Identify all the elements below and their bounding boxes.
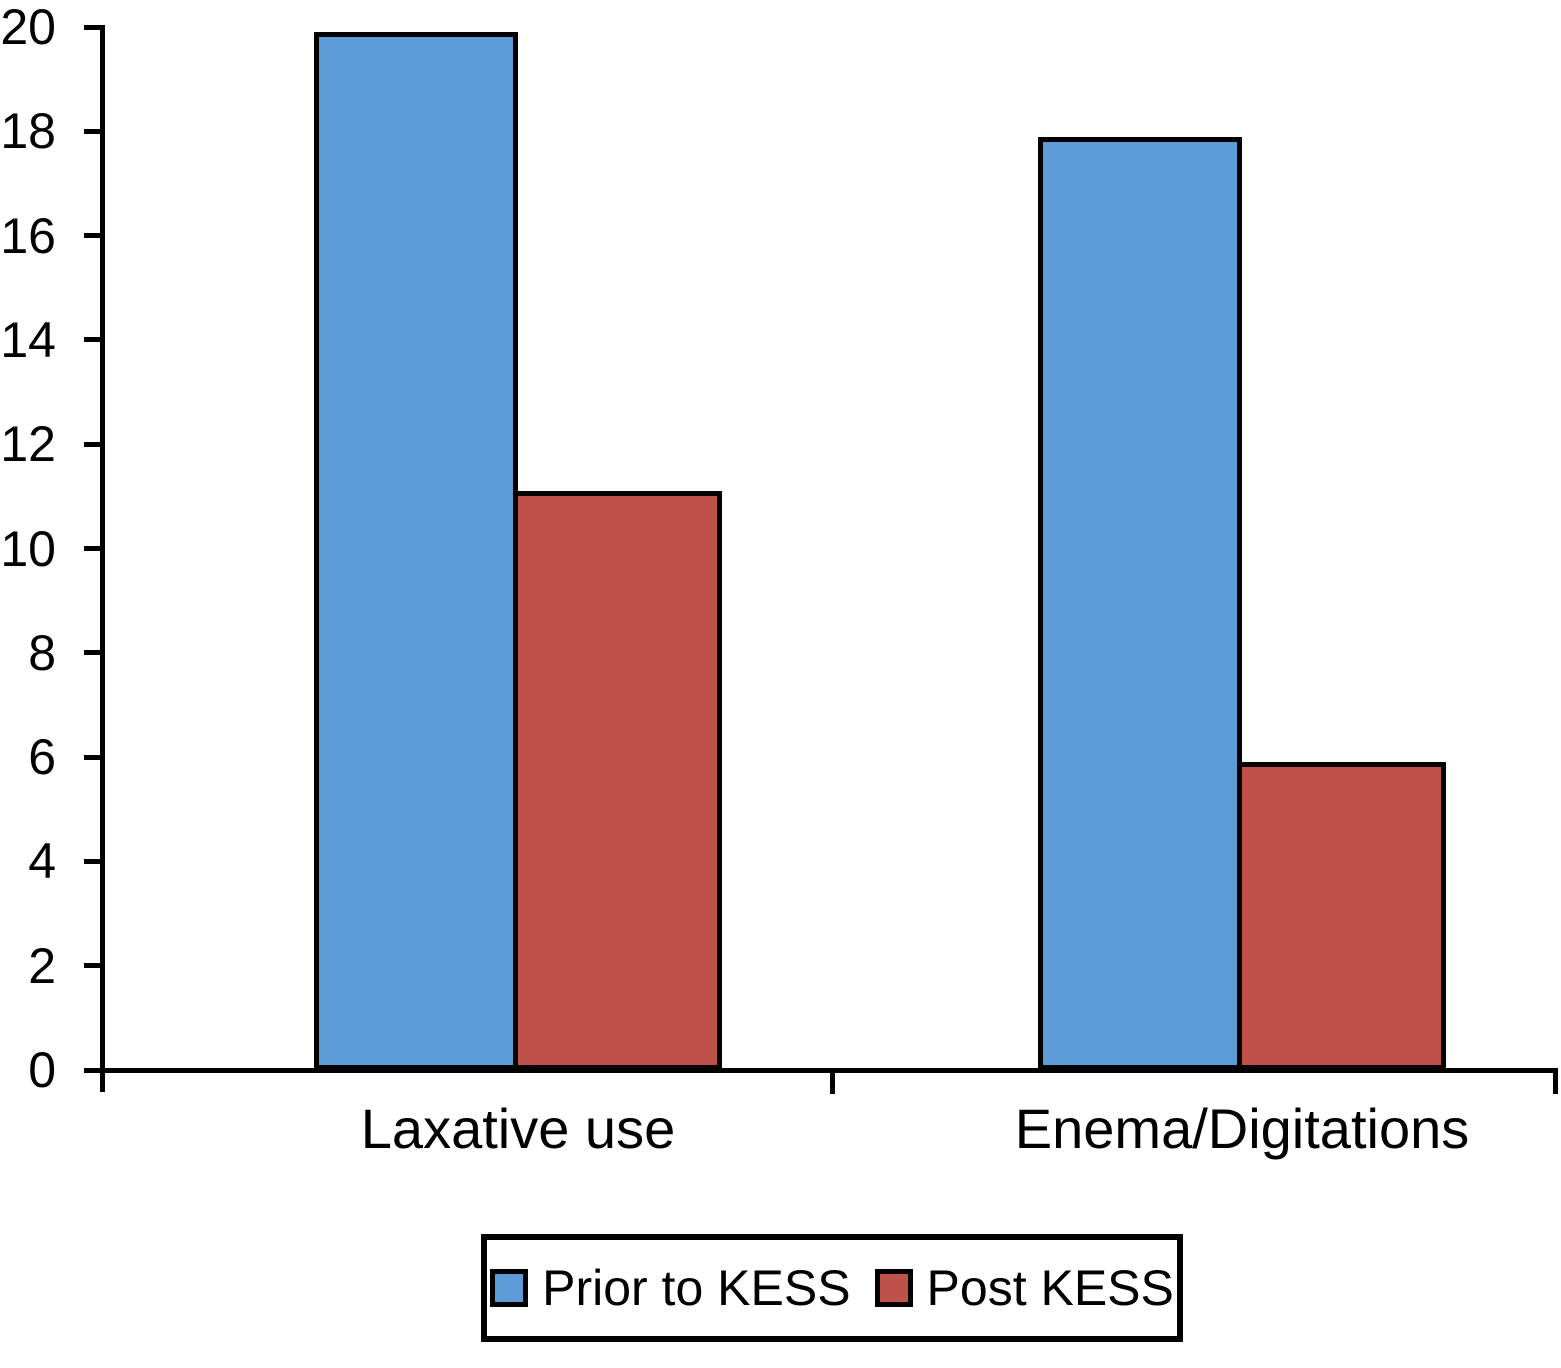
y-axis-tick-label: 0	[28, 1042, 56, 1098]
legend-swatch-prior-to-kess	[490, 1269, 529, 1307]
y-axis-tick	[84, 1067, 103, 1073]
y-axis-tick-label: 20	[0, 0, 56, 55]
y-axis-tick	[84, 546, 103, 551]
category-label-laxative-use: Laxative use	[360, 1097, 676, 1160]
y-axis-tick-label: 2	[28, 937, 56, 994]
bar-post-kess-laxative-use	[513, 491, 722, 1070]
y-axis-line	[100, 25, 105, 1092]
y-axis-tick-label: 18	[0, 103, 56, 160]
category-label-enema-digitations: Enema/Digitations	[1014, 1097, 1470, 1160]
y-axis-tick	[84, 963, 103, 969]
y-axis-tick-label: 10	[0, 520, 56, 577]
bar-prior-to-kess-enema-digitations	[1038, 137, 1242, 1070]
y-axis-tick	[84, 858, 103, 864]
y-axis-tick	[84, 650, 103, 656]
legend-item-prior-to-kess: Prior to KESS	[490, 1260, 851, 1316]
legend-item-post-kess: Post KESS	[874, 1260, 1174, 1316]
y-axis-tick-label: 8	[28, 624, 56, 681]
y-axis-tick-label: 16	[0, 207, 56, 264]
y-axis-tick-label: 6	[28, 729, 56, 786]
y-axis-tick-label: 14	[0, 311, 56, 368]
x-axis-line	[100, 1068, 1558, 1073]
y-axis-tick	[84, 233, 103, 239]
bar-post-kess-enema-digitations	[1237, 762, 1446, 1070]
y-axis-tick	[84, 441, 103, 447]
y-axis-tick	[84, 754, 103, 760]
legend-swatch-post-kess	[874, 1269, 913, 1307]
x-axis-tick	[1553, 1068, 1558, 1094]
bar-prior-to-kess-laxative-use	[314, 32, 518, 1070]
legend: Prior to KESS Post KESS	[481, 1234, 1183, 1342]
legend-label-prior-to-kess: Prior to KESS	[542, 1260, 851, 1316]
y-axis-tick	[84, 337, 103, 343]
y-axis-tick	[84, 128, 103, 134]
y-axis-tick-label: 12	[0, 416, 56, 473]
legend-label-post-kess: Post KESS	[926, 1260, 1174, 1316]
x-axis-tick	[830, 1068, 835, 1094]
y-axis-tick-label: 4	[28, 833, 56, 890]
y-axis-tick	[84, 24, 103, 30]
